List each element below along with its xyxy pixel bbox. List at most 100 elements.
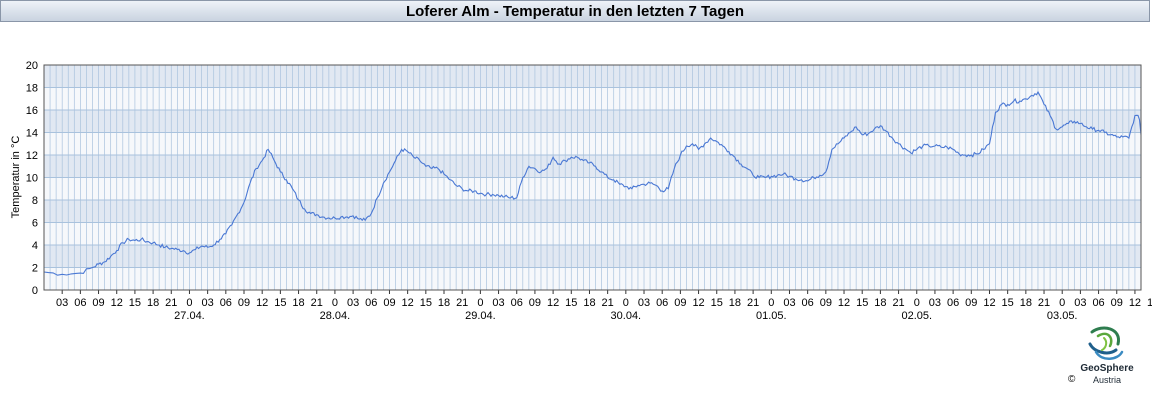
plot-band (44, 155, 1141, 178)
x-tick-label: 06 (947, 297, 959, 309)
x-tick-label: 15 (1147, 297, 1152, 309)
x-tick-label: 03 (347, 297, 359, 309)
x-tick-label: 21 (311, 297, 323, 309)
y-tick-label: 8 (32, 195, 38, 207)
x-tick-label: 21 (747, 297, 759, 309)
x-tick-label: 15 (129, 297, 141, 309)
x-tick-label: 21 (456, 297, 468, 309)
date-label: 27.04. (174, 310, 205, 322)
x-tick-label: 0 (477, 297, 483, 309)
date-labels: 27.04. 28.04. 29.04. 30.04. 01.05. 02.05. 03.0… (174, 310, 1077, 322)
brand-name: GeoSphere (1080, 363, 1134, 374)
x-tick-label: 0 (623, 297, 629, 309)
plot-band (44, 267, 1141, 290)
x-tick-label: 18 (1020, 297, 1032, 309)
y-tick-label: 6 (32, 218, 38, 230)
x-tick-label: 09 (529, 297, 541, 309)
x-tick-label: 06 (1092, 297, 1104, 309)
plot-frame (43, 64, 1142, 291)
brand-sub: Austria (1092, 375, 1121, 385)
plot-band (44, 200, 1141, 223)
x-tick-label: 09 (965, 297, 977, 309)
x-tick-label: 06 (365, 297, 377, 309)
x-tick-label: 12 (838, 297, 850, 309)
plot-grid (44, 64, 1142, 291)
date-label: 29.04. (465, 310, 496, 322)
x-tick-label: 03 (492, 297, 504, 309)
x-tick-label: 0 (186, 297, 192, 309)
x-tick-label: 12 (692, 297, 704, 309)
x-tick-label: 15 (565, 297, 577, 309)
x-tick-label: 03 (1074, 297, 1086, 309)
x-tick-label: 03 (638, 297, 650, 309)
plot-band (44, 132, 1141, 155)
x-tick-label: 12 (547, 297, 559, 309)
y-tick-label: 18 (26, 83, 38, 95)
x-tick-label: 21 (165, 297, 177, 309)
x-tick-label: 09 (383, 297, 395, 309)
x-tick-label: 15 (856, 297, 868, 309)
date-label: 01.05. (756, 310, 787, 322)
x-tick-label: 03 (202, 297, 214, 309)
x-tick-label: 06 (656, 297, 668, 309)
x-tick-label: 18 (874, 297, 886, 309)
x-tick-label: 12 (402, 297, 414, 309)
chart-title: Loferer Alm - Temperatur in den letzten … (0, 0, 1150, 22)
y-tick-label: 16 (26, 105, 38, 117)
geosphere-logo-icon (1088, 326, 1124, 360)
x-tick-label: 06 (220, 297, 232, 309)
x-tick-label: 0 (768, 297, 774, 309)
axes (43, 64, 1142, 294)
plot-band (44, 222, 1141, 245)
x-tick-label: 06 (74, 297, 86, 309)
x-tick-label: 21 (602, 297, 614, 309)
x-tick-label: 03 (56, 297, 68, 309)
x-tick-label: 12 (111, 297, 123, 309)
y-tick-label: 20 (26, 60, 38, 72)
y-tick-label: 0 (32, 285, 38, 297)
date-label: 28.04. (320, 310, 351, 322)
x-tick-label: 18 (583, 297, 595, 309)
x-tick-label: 21 (1038, 297, 1050, 309)
plot-band (44, 87, 1141, 110)
x-tick-label: 12 (256, 297, 268, 309)
x-tick-label: 09 (238, 297, 250, 309)
x-tick-label: 06 (802, 297, 814, 309)
x-tick-label: 21 (892, 297, 904, 309)
y-tick-label: 4 (32, 240, 38, 252)
x-tick-label: 18 (292, 297, 304, 309)
y-tick-labels: 0 2 4 6 8 10 12 14 16 18 20 (26, 60, 38, 297)
plot-band (44, 110, 1141, 133)
x-tick-label: 03 (783, 297, 795, 309)
x-tick-label: 09 (674, 297, 686, 309)
y-tick-label: 12 (26, 150, 38, 162)
date-label: 30.04. (611, 310, 642, 322)
x-tick-label: 0 (914, 297, 920, 309)
x-tick-label: 09 (92, 297, 104, 309)
x-tick-label: 15 (274, 297, 286, 309)
x-tick-labels: 03 06 09 12 15 18 21 0 03 06 09 12 15 18 21 0 03 06 09 12 15… (56, 297, 1152, 309)
x-tick-label: 12 (1129, 297, 1141, 309)
x-tick-label: 0 (332, 297, 338, 309)
temperature-line (43, 90, 1142, 276)
x-tick-label: 09 (820, 297, 832, 309)
plot-bands (44, 65, 1141, 290)
x-tick-label: 15 (711, 297, 723, 309)
plot-band (44, 245, 1141, 268)
x-tick-label: 06 (511, 297, 523, 309)
plot-band (44, 177, 1141, 200)
date-label: 02.05. (901, 310, 932, 322)
x-tick-label: 15 (1002, 297, 1014, 309)
x-tick-label: 15 (420, 297, 432, 309)
x-tick-label: 12 (983, 297, 995, 309)
series-layer (43, 90, 1142, 276)
x-tick-label: 18 (147, 297, 159, 309)
y-tick-label: 10 (26, 173, 38, 185)
copyright-symbol: © (1068, 374, 1076, 385)
x-tick-label: 09 (1111, 297, 1123, 309)
y-axis-label: Temperatur in °C (10, 136, 22, 219)
plot-band (44, 65, 1141, 88)
x-tick-label: 18 (729, 297, 741, 309)
x-tick-label: 18 (438, 297, 450, 309)
